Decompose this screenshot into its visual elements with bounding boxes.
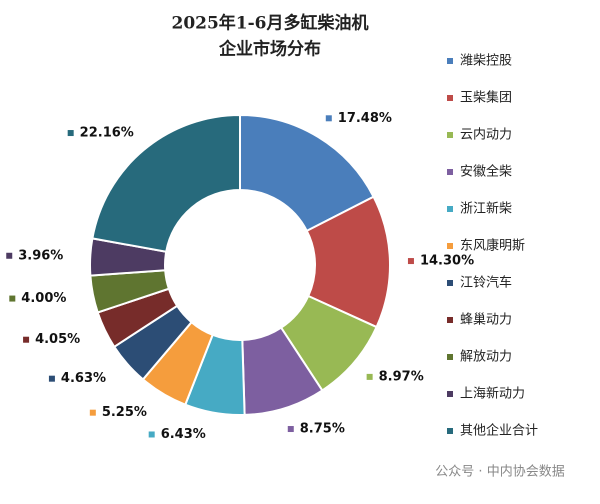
value-label: 6.43% bbox=[161, 427, 206, 442]
value-label: 14.30% bbox=[420, 254, 474, 269]
legend-label: 玉柴集团 bbox=[460, 90, 512, 106]
value-label: 8.97% bbox=[379, 369, 424, 384]
chart-subtitle: 企业市场分布 bbox=[218, 39, 321, 60]
legend-label: 蜂巢动力 bbox=[460, 313, 512, 328]
legend-label: 浙江新柴 bbox=[460, 201, 512, 217]
legend-label: 潍柴控股 bbox=[460, 54, 512, 69]
value-label: 22.16% bbox=[80, 126, 134, 141]
legend-label: 上海新动力 bbox=[460, 386, 525, 402]
value-label: 3.96% bbox=[18, 248, 63, 263]
legend-swatch bbox=[447, 95, 453, 101]
value-label: 5.25% bbox=[102, 405, 147, 420]
label-marker bbox=[23, 336, 30, 343]
legend-swatch bbox=[447, 58, 453, 64]
value-label: 4.63% bbox=[61, 371, 106, 386]
label-marker bbox=[325, 115, 332, 122]
legend-swatch bbox=[447, 169, 453, 175]
label-marker bbox=[89, 409, 96, 416]
label-marker bbox=[287, 426, 294, 433]
label-marker bbox=[67, 130, 74, 137]
legend-label: 解放动力 bbox=[460, 350, 512, 365]
chart-title: 2025年1-6月多缸柴油机 bbox=[171, 13, 368, 34]
label-marker bbox=[148, 431, 155, 438]
legend-swatch bbox=[447, 428, 453, 434]
value-label: 17.48% bbox=[338, 111, 392, 126]
legend-swatch bbox=[447, 206, 453, 212]
legend-label: 云内动力 bbox=[460, 127, 512, 143]
value-label: 4.00% bbox=[21, 291, 66, 306]
legend-swatch bbox=[447, 317, 453, 323]
label-marker bbox=[6, 252, 13, 259]
legend-label: 江铃汽车 bbox=[460, 275, 512, 291]
value-label: 4.05% bbox=[35, 332, 80, 347]
legend-label: 东风康明斯 bbox=[460, 238, 525, 254]
label-marker bbox=[407, 258, 414, 265]
label-marker bbox=[366, 373, 373, 380]
legend-swatch bbox=[447, 280, 453, 286]
legend-label: 安徽全柴 bbox=[460, 164, 512, 180]
watermark: 公众号 · 中内协会数据 bbox=[435, 464, 564, 480]
value-label: 8.75% bbox=[300, 422, 345, 437]
legend-swatch bbox=[447, 132, 453, 138]
legend-swatch bbox=[447, 243, 453, 249]
legend-swatch bbox=[447, 391, 453, 397]
slice bbox=[91, 113, 241, 253]
slice bbox=[239, 113, 375, 233]
label-marker bbox=[9, 295, 16, 302]
legend-label: 其他企业合计 bbox=[460, 423, 538, 439]
label-marker bbox=[48, 375, 55, 382]
legend-swatch bbox=[447, 354, 453, 360]
